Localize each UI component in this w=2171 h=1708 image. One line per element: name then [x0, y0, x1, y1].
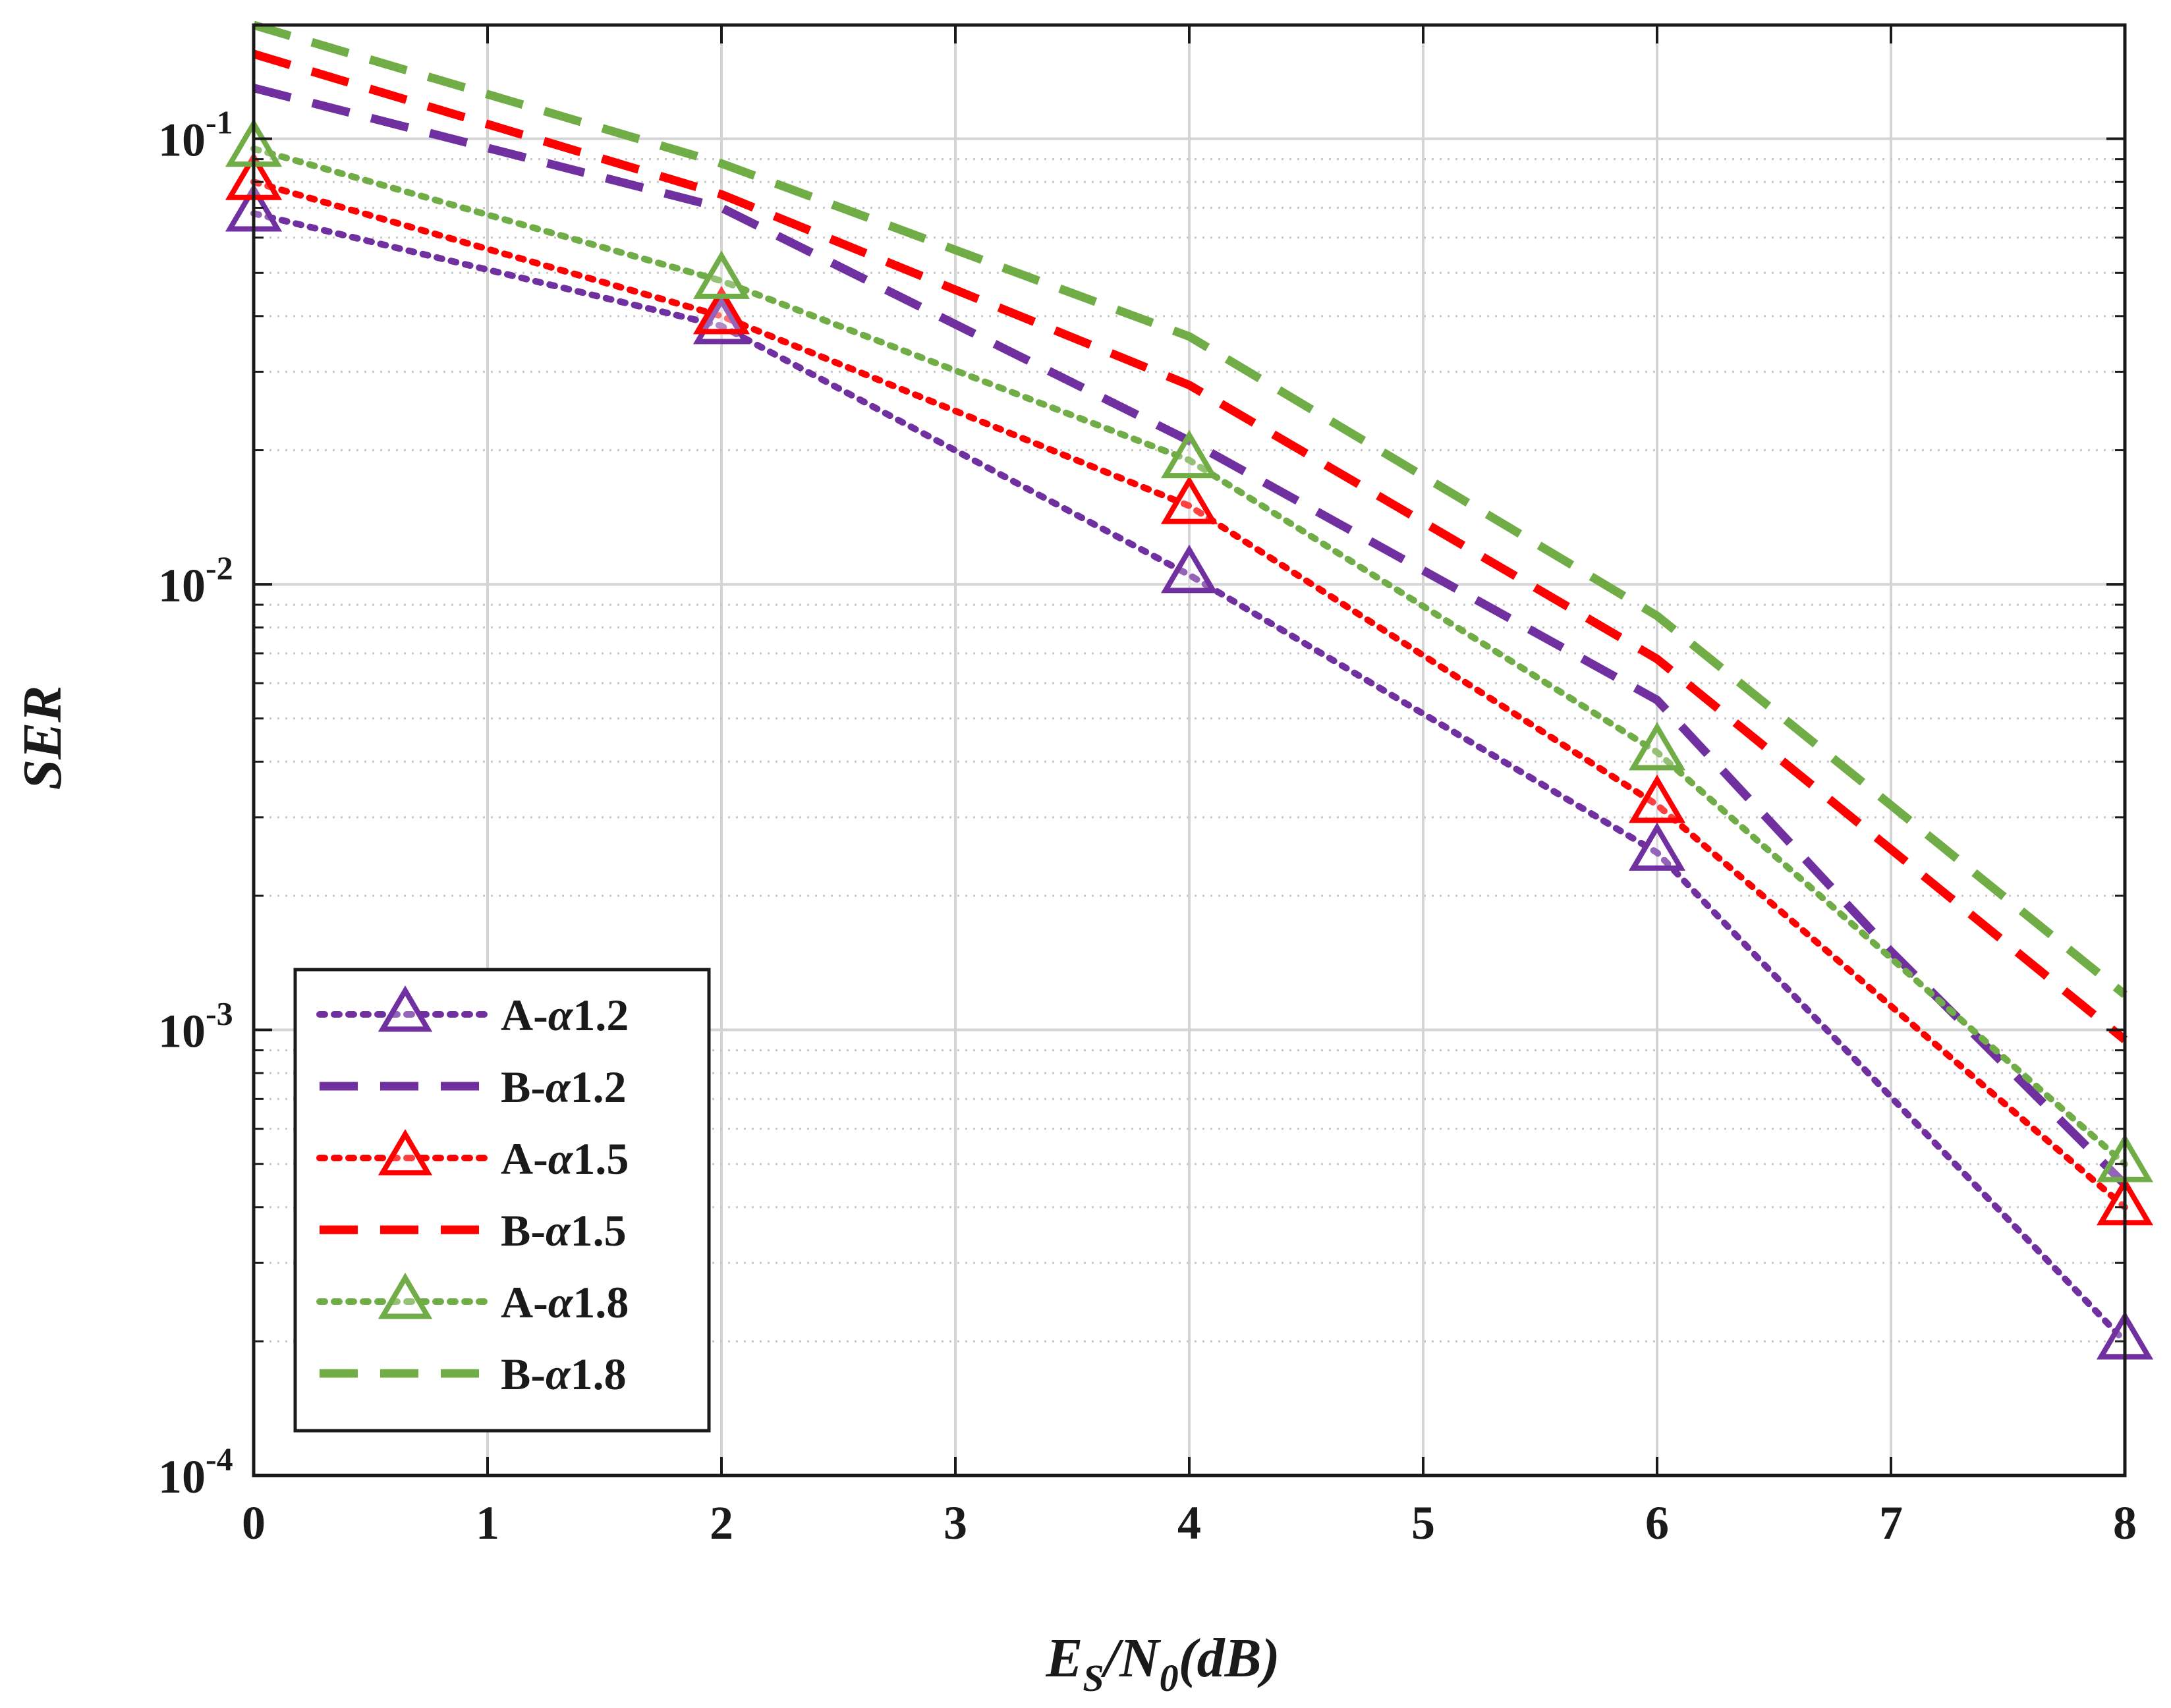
series-marker-3: [1160, 476, 1218, 524]
series-marker-5: [692, 250, 750, 299]
legend-marker: [378, 1129, 433, 1176]
series-marker-3: [692, 285, 750, 335]
series-marker-1: [1160, 544, 1218, 593]
series-line-5: [250, 145, 2128, 1168]
series-markers: [225, 118, 2154, 1360]
legend: A-α1.2 B-α1.2 A-α1.5 B-α1.5 A-α1.8 B-α1.8: [293, 968, 711, 1433]
x-axis-label-mid: /N: [1100, 1628, 1162, 1689]
x-axis-label-tail: (dB): [1179, 1628, 1280, 1689]
y-tick-label-exponent: -2: [206, 549, 233, 586]
x-tick-label: 3: [944, 1497, 967, 1549]
y-tick-label: 10-4: [158, 1441, 233, 1503]
series-marker-5: [1160, 429, 1218, 479]
y-tick-label-exponent: -3: [206, 995, 233, 1032]
y-tick-label-exponent: -4: [206, 1441, 233, 1477]
series-marker-3: [1628, 774, 1686, 823]
series-line-6: [252, 20, 2128, 999]
x-tick-label: 1: [476, 1497, 499, 1549]
y-tick-label-base: 10: [158, 1450, 206, 1503]
y-tick-label-base: 10: [158, 114, 206, 167]
x-tick-label: 4: [1177, 1497, 1201, 1549]
legend-label: A-α1.5: [501, 1134, 629, 1184]
ticks: 0 1 2 3 4 5 6 7 810-110-210-310-4: [158, 25, 2137, 1549]
y-tick-label-base: 10: [158, 559, 206, 612]
legend-label: B-α1.8: [501, 1349, 627, 1399]
legend-label: B-α1.2: [501, 1062, 627, 1112]
y-tick-label: 10-1: [158, 104, 233, 167]
legend-label: A-α1.8: [501, 1277, 629, 1327]
series-line-1: [250, 210, 2128, 1345]
y-axis-label: SER: [12, 686, 73, 790]
series-marker-1: [1628, 822, 1686, 871]
x-tick-label: 7: [1879, 1497, 1903, 1549]
legend-label: B-α1.5: [501, 1205, 627, 1255]
x-axis-label-main: E: [1045, 1628, 1083, 1689]
legend-label: A-α1.2: [501, 990, 629, 1040]
y-tick-label-exponent: -1: [206, 104, 233, 141]
x-tick-label: 2: [710, 1497, 733, 1549]
y-tick-label: 10-2: [158, 549, 233, 612]
series-lines: [250, 20, 2128, 1345]
x-tick-label: 6: [1645, 1497, 1669, 1549]
y-tick-label: 10-3: [158, 995, 233, 1058]
x-tick-label: 8: [2113, 1497, 2137, 1549]
x-axis-label-sub2: 0: [1160, 1657, 1179, 1699]
legend-box: [293, 968, 711, 1433]
legend-marker: [378, 985, 433, 1032]
x-axis-label: ES/N0(dB): [1045, 1628, 1280, 1699]
series-line-2: [252, 84, 2128, 1188]
y-tick-label-base: 10: [158, 1005, 206, 1058]
series-marker-5: [1628, 722, 1686, 771]
legend-marker: [378, 1273, 433, 1319]
series-line-4: [252, 49, 2128, 1043]
x-axis-label-sub1: S: [1083, 1657, 1104, 1699]
series-line-3: [250, 179, 2128, 1211]
x-tick-label: 0: [242, 1497, 266, 1549]
x-tick-label: 5: [1411, 1497, 1435, 1549]
